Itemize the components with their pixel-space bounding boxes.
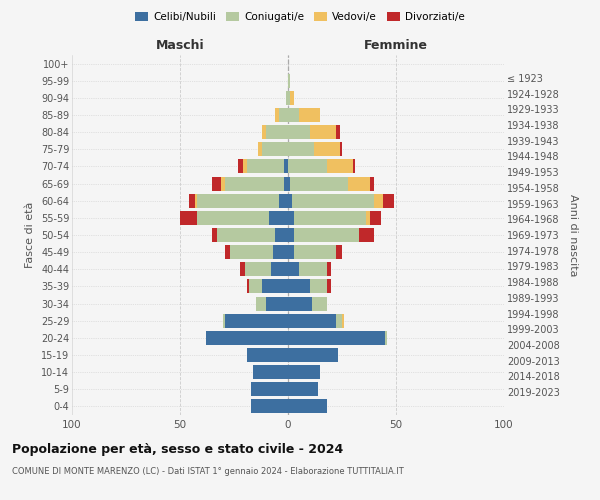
Bar bbox=[212, 228, 217, 242]
Bar bbox=[269, 211, 288, 225]
Bar bbox=[314, 142, 340, 156]
Bar bbox=[288, 176, 290, 190]
Bar bbox=[247, 280, 249, 293]
Bar bbox=[312, 296, 327, 310]
Bar bbox=[288, 400, 327, 413]
Bar bbox=[284, 176, 288, 190]
Bar bbox=[292, 194, 374, 207]
Bar bbox=[258, 142, 262, 156]
Bar bbox=[251, 382, 288, 396]
Bar bbox=[295, 211, 366, 225]
Bar bbox=[262, 280, 288, 293]
Bar bbox=[275, 108, 280, 122]
Bar bbox=[217, 228, 275, 242]
Bar bbox=[226, 314, 288, 328]
Text: COMUNE DI MONTE MARENZO (LC) - Dati ISTAT 1° gennaio 2024 - Elaborazione TUTTITA: COMUNE DI MONTE MARENZO (LC) - Dati ISTA… bbox=[12, 468, 404, 476]
Bar bbox=[238, 160, 242, 173]
Bar bbox=[288, 296, 312, 310]
Bar bbox=[262, 125, 266, 139]
Bar bbox=[288, 211, 295, 225]
Bar bbox=[230, 245, 273, 259]
Bar bbox=[271, 262, 288, 276]
Bar bbox=[280, 108, 288, 122]
Bar bbox=[288, 280, 310, 293]
Text: Maschi: Maschi bbox=[155, 40, 205, 52]
Text: Popolazione per età, sesso e stato civile - 2024: Popolazione per età, sesso e stato civil… bbox=[12, 442, 343, 456]
Bar bbox=[327, 280, 331, 293]
Bar bbox=[370, 211, 381, 225]
Text: Femmine: Femmine bbox=[364, 40, 428, 52]
Bar bbox=[288, 245, 295, 259]
Bar bbox=[197, 211, 269, 225]
Bar bbox=[349, 176, 370, 190]
Bar bbox=[188, 194, 195, 207]
Bar bbox=[180, 211, 197, 225]
Bar bbox=[335, 245, 342, 259]
Bar bbox=[288, 331, 385, 345]
Bar bbox=[288, 348, 338, 362]
Bar bbox=[195, 194, 197, 207]
Bar bbox=[290, 91, 295, 105]
Bar bbox=[253, 365, 288, 379]
Bar bbox=[223, 314, 226, 328]
Bar bbox=[310, 280, 327, 293]
Bar bbox=[286, 91, 288, 105]
Bar bbox=[245, 262, 271, 276]
Bar bbox=[266, 296, 288, 310]
Bar bbox=[262, 142, 288, 156]
Bar bbox=[288, 382, 318, 396]
Bar bbox=[226, 176, 284, 190]
Bar bbox=[288, 314, 335, 328]
Bar bbox=[288, 74, 290, 88]
Bar bbox=[275, 228, 288, 242]
Bar bbox=[288, 262, 299, 276]
Bar bbox=[288, 142, 314, 156]
Bar bbox=[221, 176, 226, 190]
Bar bbox=[288, 108, 299, 122]
Bar bbox=[288, 125, 310, 139]
Bar bbox=[288, 194, 292, 207]
Bar bbox=[353, 160, 355, 173]
Bar bbox=[327, 262, 331, 276]
Bar bbox=[247, 348, 288, 362]
Bar bbox=[241, 262, 245, 276]
Bar bbox=[342, 314, 344, 328]
Bar bbox=[284, 160, 288, 173]
Bar bbox=[273, 245, 288, 259]
Bar bbox=[288, 365, 320, 379]
Bar bbox=[299, 108, 320, 122]
Bar bbox=[266, 125, 288, 139]
Bar bbox=[374, 194, 383, 207]
Bar bbox=[385, 331, 388, 345]
Bar bbox=[340, 142, 342, 156]
Bar bbox=[256, 296, 266, 310]
Y-axis label: Anni di nascita: Anni di nascita bbox=[568, 194, 578, 276]
Bar bbox=[288, 228, 295, 242]
Bar bbox=[327, 160, 353, 173]
Bar bbox=[242, 160, 247, 173]
Bar bbox=[197, 194, 280, 207]
Bar bbox=[288, 91, 290, 105]
Bar bbox=[290, 176, 349, 190]
Bar bbox=[359, 228, 374, 242]
Legend: Celibi/Nubili, Coniugati/e, Vedovi/e, Divorziati/e: Celibi/Nubili, Coniugati/e, Vedovi/e, Di… bbox=[131, 8, 469, 26]
Bar bbox=[370, 176, 374, 190]
Bar bbox=[206, 331, 288, 345]
Bar bbox=[212, 176, 221, 190]
Bar bbox=[247, 160, 284, 173]
Bar bbox=[366, 211, 370, 225]
Bar bbox=[310, 125, 335, 139]
Bar bbox=[335, 314, 342, 328]
Bar bbox=[295, 245, 335, 259]
Bar bbox=[288, 160, 327, 173]
Bar bbox=[226, 245, 230, 259]
Bar bbox=[295, 228, 359, 242]
Y-axis label: Fasce di età: Fasce di età bbox=[25, 202, 35, 268]
Bar bbox=[251, 400, 288, 413]
Bar bbox=[335, 125, 340, 139]
Bar bbox=[299, 262, 327, 276]
Bar bbox=[280, 194, 288, 207]
Bar bbox=[383, 194, 394, 207]
Bar bbox=[249, 280, 262, 293]
